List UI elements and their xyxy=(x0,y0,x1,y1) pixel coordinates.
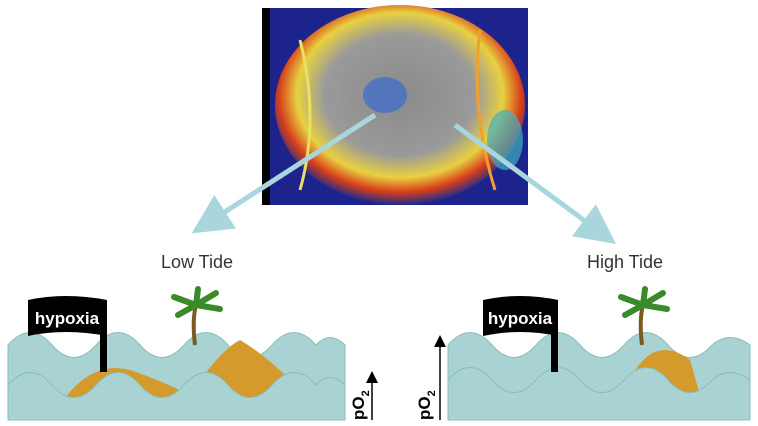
panel-label: High Tide xyxy=(587,252,663,272)
axis-subscript: 2 xyxy=(426,390,438,396)
figure: Low Tide High Tide hypoxia pO2 hypoxia p… xyxy=(0,0,758,426)
axis-label: pO2 xyxy=(349,390,372,420)
axis-text: pO xyxy=(349,396,368,420)
axis-subscript: 2 xyxy=(360,390,372,396)
axis-text: pO xyxy=(415,396,434,420)
flag-text: hypoxia xyxy=(35,309,100,328)
flag-text: hypoxia xyxy=(488,309,553,328)
heatmap-image xyxy=(262,5,528,205)
high-tide-scene: hypoxia pO2 xyxy=(415,289,750,420)
low-tide-scene: hypoxia pO2 xyxy=(8,289,372,420)
panel-label: Low Tide xyxy=(161,252,233,272)
axis-label: pO2 xyxy=(415,390,438,420)
